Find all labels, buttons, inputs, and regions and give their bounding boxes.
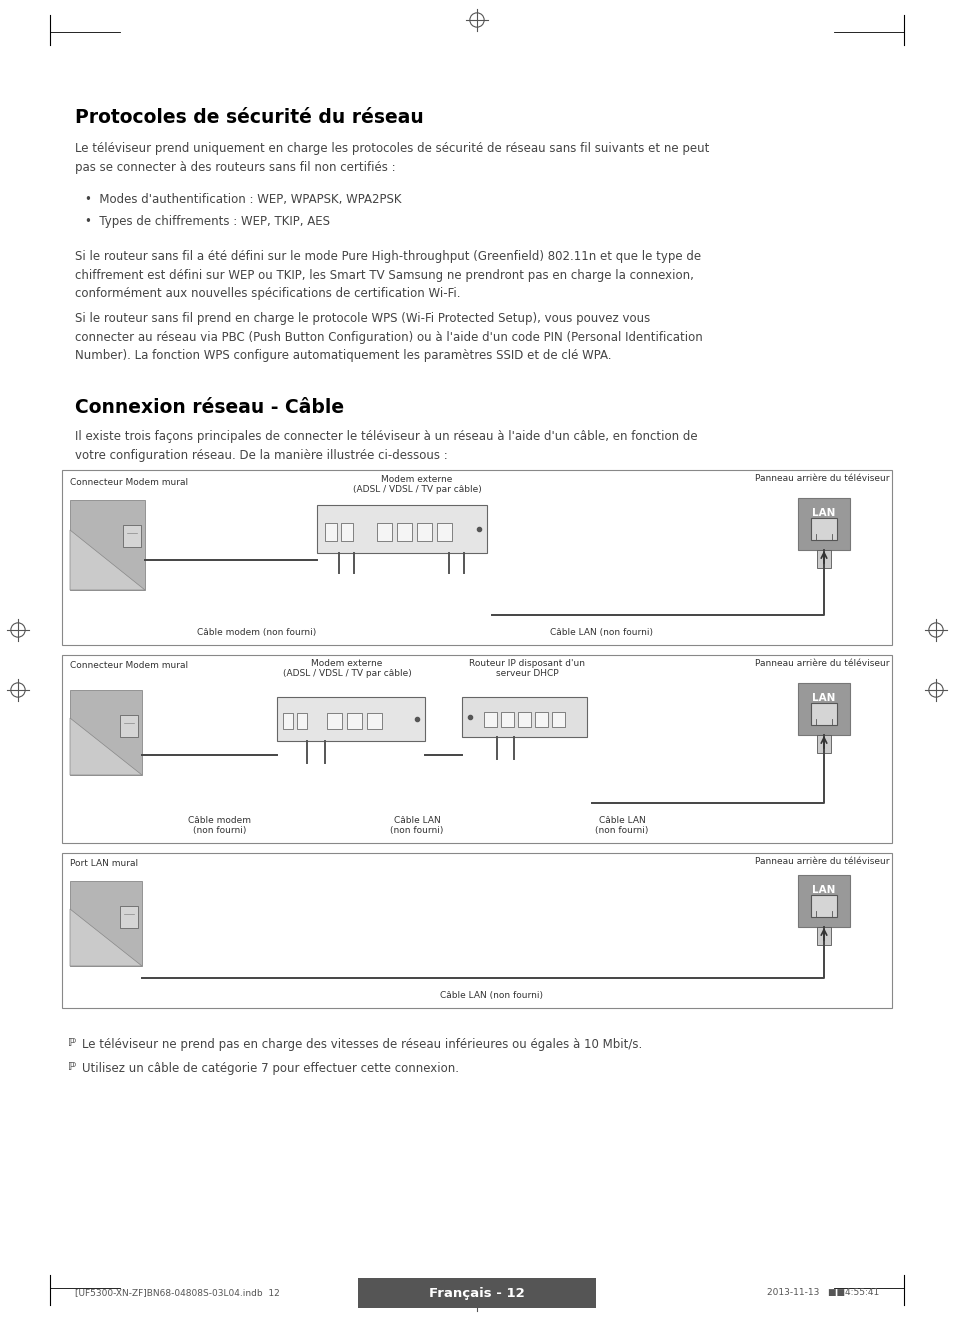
- Bar: [62, 470, 891, 645]
- Bar: [552, 712, 564, 727]
- Text: Câble modem
(non fourni): Câble modem (non fourni): [189, 815, 252, 835]
- Text: Panneau arrière du téléviseur: Panneau arrière du téléviseur: [754, 659, 888, 668]
- Bar: [62, 655, 891, 843]
- Bar: [120, 906, 138, 927]
- Text: •  Modes d'authentification : WEP, WPAPSK, WPA2PSK: • Modes d'authentification : WEP, WPAPSK…: [85, 193, 401, 206]
- Text: Connecteur Modem mural: Connecteur Modem mural: [70, 660, 188, 670]
- Bar: [367, 713, 381, 729]
- Bar: [276, 697, 424, 741]
- Text: Le téléviseur prend uniquement en charge les protocoles de sécurité de réseau sa: Le téléviseur prend uniquement en charge…: [75, 141, 709, 173]
- Text: Modem externe
(ADSL / VDSL / TV par câble): Modem externe (ADSL / VDSL / TV par câbl…: [353, 476, 481, 494]
- Text: LAN: LAN: [811, 694, 835, 703]
- Text: •  Types de chiffrements : WEP, TKIP, AES: • Types de chiffrements : WEP, TKIP, AES: [85, 215, 330, 229]
- Bar: [810, 896, 836, 917]
- Bar: [283, 713, 293, 729]
- Bar: [70, 881, 142, 966]
- Bar: [325, 523, 336, 542]
- Text: Routeur IP disposant d'un
serveur DHCP: Routeur IP disposant d'un serveur DHCP: [469, 659, 584, 679]
- Text: Câble modem (non fourni): Câble modem (non fourni): [197, 627, 316, 637]
- Bar: [316, 505, 486, 553]
- Bar: [376, 523, 392, 542]
- Text: [UF5300-XN-ZF]BN68-04808S-03L04.indb  12: [UF5300-XN-ZF]BN68-04808S-03L04.indb 12: [75, 1288, 279, 1297]
- Text: 2013-11-13   ■■4:55:41: 2013-11-13 ■■4:55:41: [766, 1288, 878, 1297]
- Bar: [797, 683, 849, 734]
- Bar: [500, 712, 514, 727]
- Text: Port LAN mural: Port LAN mural: [70, 859, 138, 868]
- Bar: [483, 712, 497, 727]
- Text: Si le routeur sans fil prend en charge le protocole WPS (Wi-Fi Protected Setup),: Si le routeur sans fil prend en charge l…: [75, 312, 702, 362]
- Text: Si le routeur sans fil a été défini sur le mode Pure High-throughput (Greenfield: Si le routeur sans fil a été défini sur …: [75, 250, 700, 300]
- Bar: [810, 703, 836, 725]
- Text: Connecteur Modem mural: Connecteur Modem mural: [70, 478, 188, 487]
- Text: Câble LAN (non fourni): Câble LAN (non fourni): [550, 627, 653, 637]
- Text: ℙ: ℙ: [68, 1038, 76, 1048]
- Text: Panneau arrière du téléviseur: Panneau arrière du téléviseur: [754, 857, 888, 867]
- Bar: [327, 713, 341, 729]
- Text: Panneau arrière du téléviseur: Panneau arrière du téléviseur: [754, 474, 888, 483]
- Bar: [357, 1277, 596, 1308]
- Text: Modem externe
(ADSL / VDSL / TV par câble): Modem externe (ADSL / VDSL / TV par câbl…: [282, 659, 411, 679]
- Polygon shape: [70, 719, 142, 775]
- Bar: [797, 498, 849, 550]
- Bar: [816, 927, 830, 945]
- Bar: [296, 713, 307, 729]
- Text: Il existe trois façons principales de connecter le téléviseur à un réseau à l'ai: Il existe trois façons principales de co…: [75, 431, 697, 461]
- Bar: [70, 690, 142, 775]
- Text: Le téléviseur ne prend pas en charge des vitesses de réseau inférieures ou égale: Le téléviseur ne prend pas en charge des…: [82, 1038, 641, 1052]
- Bar: [797, 875, 849, 927]
- Bar: [816, 734, 830, 753]
- Text: Câble LAN
(non fourni): Câble LAN (non fourni): [595, 815, 648, 835]
- Text: Câble LAN
(non fourni): Câble LAN (non fourni): [390, 815, 443, 835]
- Bar: [816, 550, 830, 568]
- Bar: [461, 697, 586, 737]
- Text: Protocoles de sécurité du réseau: Protocoles de sécurité du réseau: [75, 108, 423, 127]
- Bar: [123, 524, 141, 547]
- Bar: [535, 712, 547, 727]
- Bar: [340, 523, 353, 542]
- Bar: [62, 853, 891, 1008]
- Text: Câble LAN (non fourni): Câble LAN (non fourni): [440, 991, 543, 1000]
- Bar: [70, 501, 145, 590]
- Polygon shape: [70, 909, 142, 966]
- Bar: [396, 523, 412, 542]
- Bar: [120, 715, 138, 737]
- Text: ℙ: ℙ: [68, 1062, 76, 1073]
- Text: LAN: LAN: [811, 509, 835, 518]
- Text: Français - 12: Français - 12: [429, 1287, 524, 1300]
- Bar: [810, 518, 836, 540]
- Bar: [517, 712, 531, 727]
- Bar: [436, 523, 452, 542]
- Polygon shape: [70, 530, 145, 590]
- Text: Utilisez un câble de catégorie 7 pour effectuer cette connexion.: Utilisez un câble de catégorie 7 pour ef…: [82, 1062, 458, 1075]
- Text: Connexion réseau - Câble: Connexion réseau - Câble: [75, 398, 344, 417]
- Bar: [347, 713, 361, 729]
- Bar: [416, 523, 432, 542]
- Text: LAN: LAN: [811, 885, 835, 896]
